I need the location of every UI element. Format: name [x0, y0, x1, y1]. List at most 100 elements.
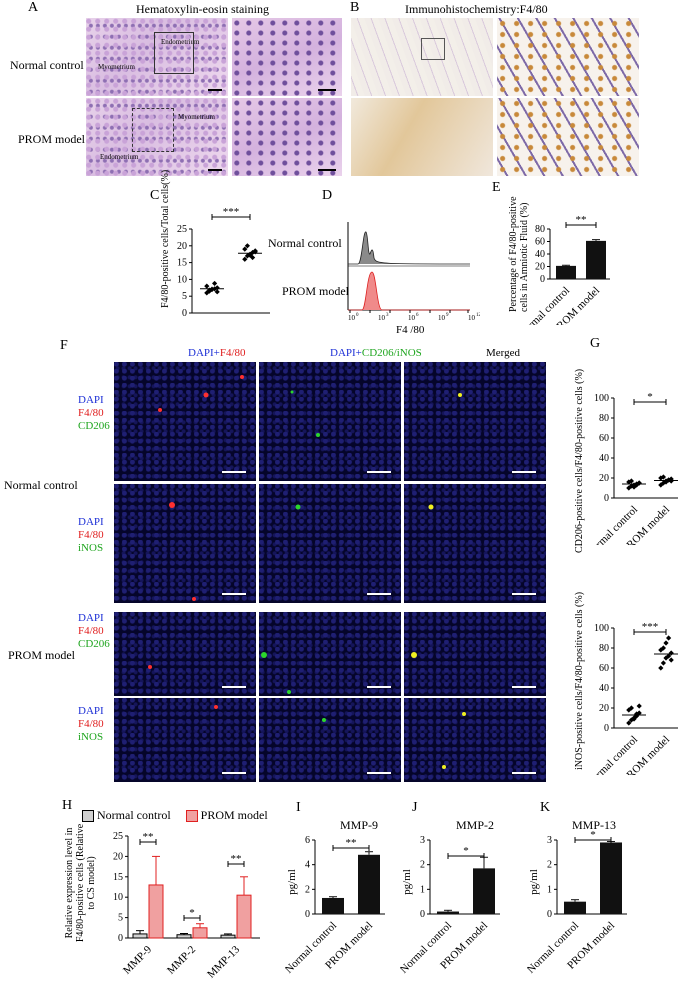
bar: [148, 884, 164, 939]
bar: [600, 842, 622, 914]
data-point: [660, 474, 666, 480]
he-normal-overview: Endometrium Myometrium: [86, 18, 228, 96]
y-tick-label: 40: [535, 249, 545, 260]
ihc-normal-overview: [351, 18, 493, 96]
bar: [358, 854, 380, 914]
panel-a-row-normal: Normal control: [10, 58, 84, 72]
y-tick-label: 3: [547, 835, 552, 846]
data-point: [660, 660, 666, 666]
panel-f-col2: DAPI+CD206/iNOS: [330, 347, 422, 359]
y-tick-label: 25: [177, 224, 187, 235]
panel-b-letter: B: [350, 0, 360, 15]
data-point: [663, 640, 669, 646]
sig-stars: ***: [223, 206, 240, 218]
bar: [220, 934, 236, 939]
panel-d-xlabel: F4 /80: [396, 324, 425, 336]
x-category-label: PROM model: [204, 319, 256, 320]
panel-k-letter: K: [540, 800, 551, 815]
x-tick-exponent: 3: [386, 313, 389, 318]
panel-k-title: MMP-13: [572, 818, 617, 832]
if-r4-c2: [259, 698, 401, 782]
sig-stars: **: [346, 837, 357, 849]
panel-f-col1: DAPI+F4/80: [188, 347, 246, 359]
channel-labels-row4: DAPI F4/80 iNOS: [78, 705, 104, 743]
bar: [236, 894, 252, 939]
y-tick-label: 40: [599, 453, 609, 464]
data-point: [626, 707, 632, 713]
y-tick-label: 60: [599, 433, 609, 444]
myometrium-label: Myometrium: [98, 63, 135, 71]
y-tick-label: 20: [177, 241, 187, 252]
x-category-label: MMP-9: [121, 943, 154, 976]
endometrium-label: Endometrium: [100, 153, 139, 161]
endometrium-label: Endometrium: [161, 38, 200, 46]
data-point: [626, 720, 632, 726]
legend-prom: PROM model: [200, 808, 268, 822]
y-tick-label: 0: [182, 308, 187, 319]
data-point: [636, 703, 642, 709]
bar: [586, 240, 606, 279]
y-tick-label: 100: [594, 393, 609, 404]
data-point: [204, 283, 210, 289]
y-tick-label: 6: [305, 835, 310, 846]
bar: [473, 868, 495, 914]
y-tick-label: 20: [599, 703, 609, 714]
data-point: [626, 485, 632, 491]
y-tick-label: 60: [535, 237, 545, 248]
panel-a-row-prom: PROM model: [18, 132, 86, 146]
panel-h-letter: H: [62, 798, 73, 813]
panel-a-title: Hematoxylin-eosin staining: [136, 2, 269, 16]
data-point: [666, 635, 672, 641]
if-cell-dots: [148, 375, 466, 769]
y-tick-label: 15: [113, 872, 123, 883]
panel-g-letter: G: [590, 336, 601, 351]
y-axis-label: pg/ml: [286, 869, 298, 895]
legend-normal: Normal control: [97, 808, 171, 822]
ihc-normal-zoom: [497, 18, 639, 96]
y-tick-label: 1: [420, 884, 425, 895]
x-tick-label: 10: [378, 314, 386, 320]
data-point: [626, 479, 632, 485]
y-tick-label: 0: [547, 909, 552, 920]
x-category-label: MMP-13: [205, 943, 242, 980]
panel-g-ylabel2: iNOS-positive cells/F4/80-positive cells…: [574, 591, 585, 770]
if-r2-c1: [114, 484, 256, 603]
scale-bar: [318, 169, 336, 171]
ihc-prom-overview: [351, 98, 493, 176]
panel-h-ylabel: Relative expression level in F4/80-posit…: [64, 823, 97, 943]
y-tick-label: 2: [547, 860, 552, 871]
x-category-label: MMP-2: [165, 944, 198, 977]
sig-stars: *: [463, 845, 469, 857]
y-tick-label: 3: [420, 835, 425, 846]
bar: [322, 897, 344, 914]
y-tick-label: 20: [535, 262, 545, 273]
y-tick-label: 2: [420, 860, 425, 871]
y-tick-label: 0: [118, 933, 123, 944]
x-category-label: Normal control: [170, 319, 218, 320]
panel-e-ylabel: Percentage of F4/80-positive cells in Am…: [508, 196, 530, 312]
normal-histogram: [348, 231, 471, 265]
x-tick-label: 10: [408, 314, 416, 320]
data-point: [658, 647, 664, 653]
sig-stars: **: [576, 215, 587, 226]
panel-i-letter: I: [296, 800, 301, 815]
scale-bar: [208, 169, 222, 171]
data-point: [636, 710, 642, 716]
data-point: [628, 478, 634, 484]
bar: [564, 901, 586, 914]
y-tick-label: 5: [118, 913, 123, 924]
x-tick-exponent: 0: [356, 313, 359, 318]
y-tick-label: 80: [599, 643, 609, 654]
data-point: [658, 665, 664, 671]
ihc-prom-zoom: [497, 98, 639, 176]
zoom-box: [132, 108, 174, 152]
x-tick-label: 10: [468, 314, 476, 320]
if-r3-c2: [259, 612, 401, 696]
y-tick-label: 4: [305, 860, 310, 871]
sig-stars: ***: [642, 621, 659, 633]
y-tick-label: 2: [305, 884, 310, 895]
